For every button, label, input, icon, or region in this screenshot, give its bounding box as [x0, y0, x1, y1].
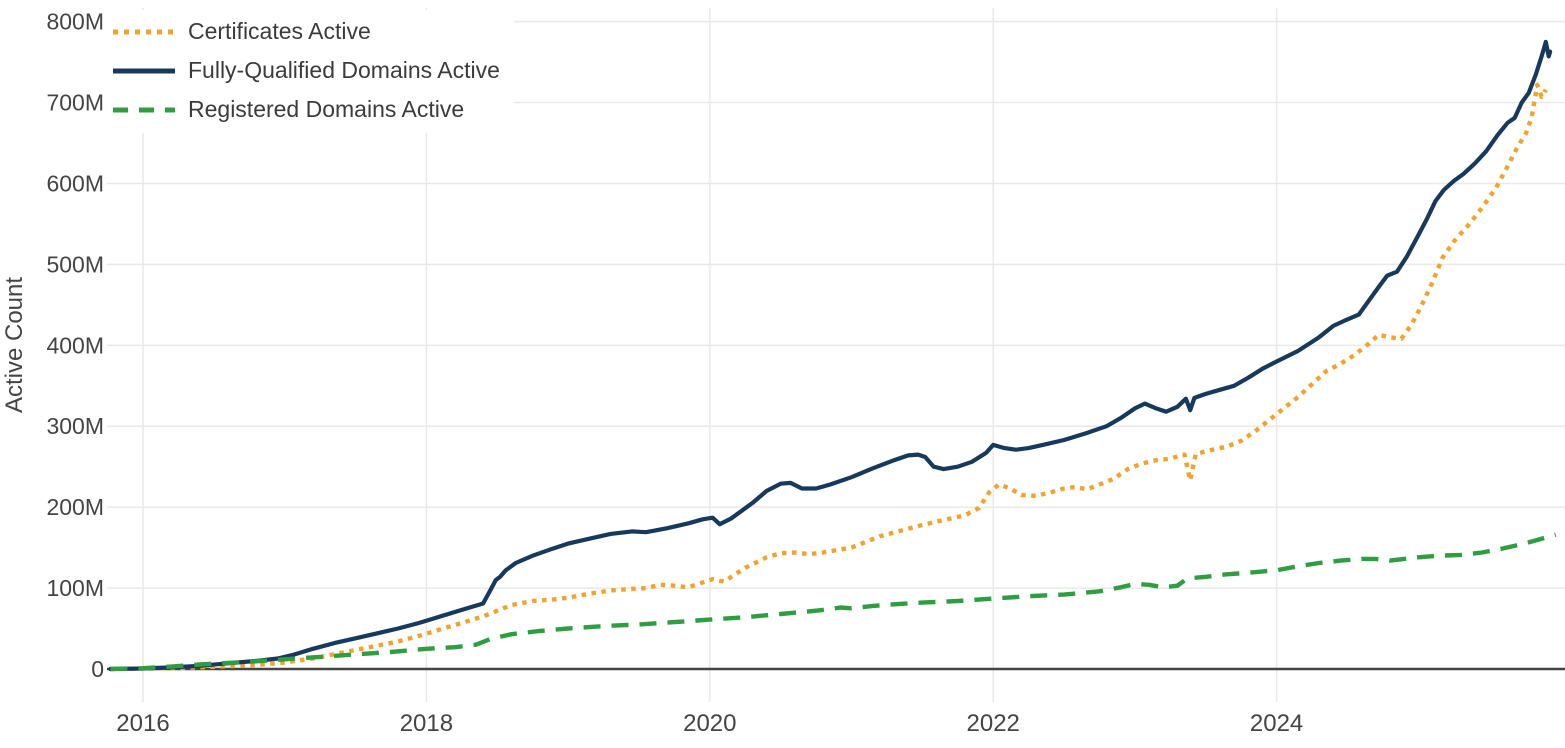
certificates-dotted-line-sample [113, 29, 175, 34]
legend: Certificates Active Fully-Qualified Doma… [104, 10, 514, 133]
x-tick-2024: 2024 [1250, 710, 1303, 737]
vertical-gridlines [142, 8, 1278, 702]
x-tick-2020: 2020 [683, 710, 736, 737]
series-line-2-registered-domains-active[interactable] [110, 532, 1557, 672]
x-tick-2016: 2016 [116, 710, 169, 737]
x-axis-tick-labels: 2016 2018 2020 2022 2024 [116, 710, 1303, 737]
y-axis-tick-labels: 0 100M 200M 300M 400M 500M 600M 700M 800M [46, 9, 104, 682]
y-tick-700M: 700M [46, 90, 104, 116]
legend-label-registered-domains-active: Registered Domains Active [188, 96, 465, 122]
legend-item-registered-domains-active[interactable]: Registered Domains Active [112, 92, 500, 127]
series-line-1-fully-qualified-domains-active[interactable] [108, 39, 1553, 672]
series-line-0-certificates-active[interactable] [110, 82, 1548, 672]
legend-label-certificates-active: Certificates Active [188, 18, 371, 44]
y-tick-600M: 600M [46, 170, 104, 196]
legend-label-fully-qualified-domains-active: Fully-Qualified Domains Active [188, 57, 500, 83]
x-tick-2018: 2018 [400, 710, 453, 737]
y-tick-500M: 500M [46, 251, 104, 277]
fqdn-solid-line-sample [113, 68, 175, 73]
y-tick-200M: 200M [46, 494, 104, 520]
y-tick-0: 0 [91, 656, 104, 682]
y-tick-100M: 100M [46, 575, 104, 601]
y-tick-400M: 400M [46, 332, 104, 358]
y-tick-800M: 800M [46, 9, 104, 35]
x-tick-2022: 2022 [967, 710, 1020, 737]
y-tick-300M: 300M [46, 413, 104, 439]
y-axis-title: Active Count [1, 277, 28, 413]
registered-dashed-line-sample [113, 107, 175, 112]
data-series-lines [108, 39, 1557, 672]
legend-item-fully-qualified-domains-active[interactable]: Fully-Qualified Domains Active [112, 53, 500, 88]
legend-item-certificates-active[interactable]: Certificates Active [112, 14, 500, 49]
